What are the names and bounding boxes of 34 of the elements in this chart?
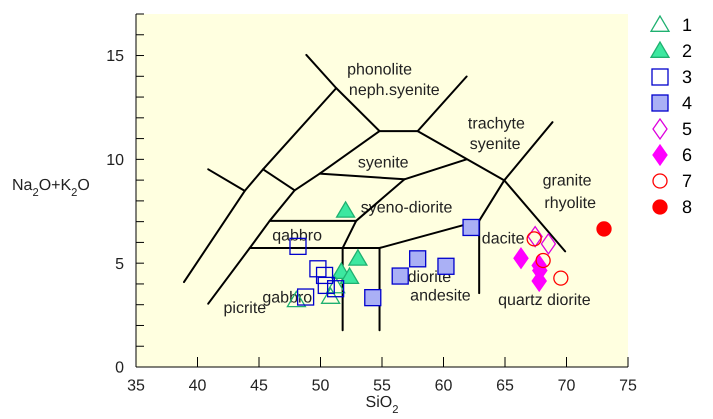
annotation: andesite (410, 288, 471, 305)
x-axis-title: SiO$_{2}$ (366, 394, 398, 416)
y-tick-label: 5 (115, 256, 124, 273)
y-axis-title: Na$_{2}$O+K$_{2}$O (12, 177, 90, 199)
annotation: granite (542, 172, 592, 190)
annotation: neph.syenite (348, 82, 440, 100)
annotation: phonolite (347, 61, 412, 78)
legend-label: 1 (682, 14, 692, 37)
x-tick-label: 55 (373, 377, 391, 394)
legend-label: 8 (682, 196, 692, 219)
legend-label: 5 (682, 118, 692, 141)
x-tick-label: 65 (496, 377, 514, 394)
annotation: quartz diorite (498, 292, 591, 309)
y-tick-label: 15 (106, 48, 124, 66)
annotation: dacite (482, 230, 525, 248)
x-tick-label: 70 (558, 377, 576, 394)
annotation: rhyolite (544, 195, 596, 212)
legend-label: 4 (682, 92, 692, 115)
x-tick-label: 50 (312, 377, 330, 394)
legend-label: 2 (682, 40, 692, 63)
annotation: qabbro (272, 227, 322, 244)
annotation: syenite (358, 154, 409, 172)
y-tick-label: 0 (115, 360, 124, 377)
annotation: syenite (470, 136, 521, 154)
x-tick-label: 60 (434, 377, 452, 394)
x-tick-label: 75 (619, 377, 637, 394)
annotation: trachyte (468, 115, 525, 132)
legend-label: 7 (682, 170, 692, 193)
legend-label: 3 (682, 66, 692, 89)
legend-label: 6 (682, 144, 692, 167)
x-tick-label: 45 (250, 377, 268, 394)
x-tick-label: 40 (188, 377, 206, 394)
x-tick-label: 35 (127, 377, 145, 394)
y-tick-label: 10 (106, 152, 124, 170)
